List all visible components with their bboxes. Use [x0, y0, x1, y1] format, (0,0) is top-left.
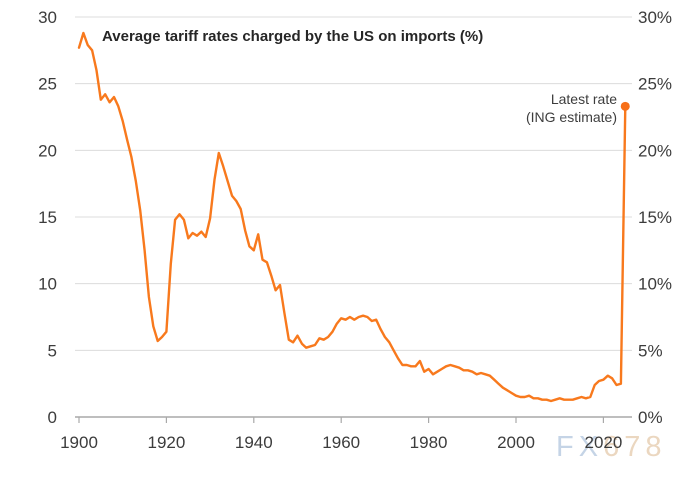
x-axis-label: 1920	[147, 433, 185, 452]
y-axis-label-left: 5	[48, 341, 57, 360]
watermark: FX678	[556, 431, 666, 464]
y-axis-label-right: 30%	[638, 8, 672, 27]
annotation-line-1: Latest rate	[550, 91, 617, 107]
y-axis-label-right: 10%	[638, 275, 672, 294]
y-axis-label-left: 15	[38, 208, 57, 227]
y-axis-label-right: 20%	[638, 141, 672, 160]
x-axis-label: 2000	[497, 433, 535, 452]
y-axis-label-right: 5%	[638, 341, 663, 360]
x-axis-label: 1900	[60, 433, 98, 452]
chart-title: Average tariff rates charged by the US o…	[102, 28, 484, 45]
watermark-text-fx: FX	[556, 431, 604, 463]
tariff-line	[77, 31, 627, 403]
annotation-line-2: (ING estimate)	[525, 109, 617, 125]
y-axis-label-right: 25%	[638, 75, 672, 94]
y-axis-label-left: 25	[38, 75, 57, 94]
x-axis-label: 1980	[410, 433, 448, 452]
latest-rate-dot	[620, 101, 630, 111]
y-axis-label-left: 30	[38, 8, 57, 27]
x-axis-label: 1960	[322, 433, 360, 452]
watermark-text-678: 678	[603, 431, 667, 463]
x-axis-label: 1940	[235, 433, 273, 452]
y-axis-label-left: 20	[38, 141, 57, 160]
x-axis-label: 2020	[584, 433, 622, 452]
y-axis-label-left: 10	[38, 275, 57, 294]
y-axis-label-right: 0%	[638, 408, 663, 427]
y-axis-label-right: 15%	[638, 208, 672, 227]
y-axis-label-left: 0	[48, 408, 57, 427]
latest-rate-annotation: Latest rate (ING estimate)	[526, 90, 617, 126]
